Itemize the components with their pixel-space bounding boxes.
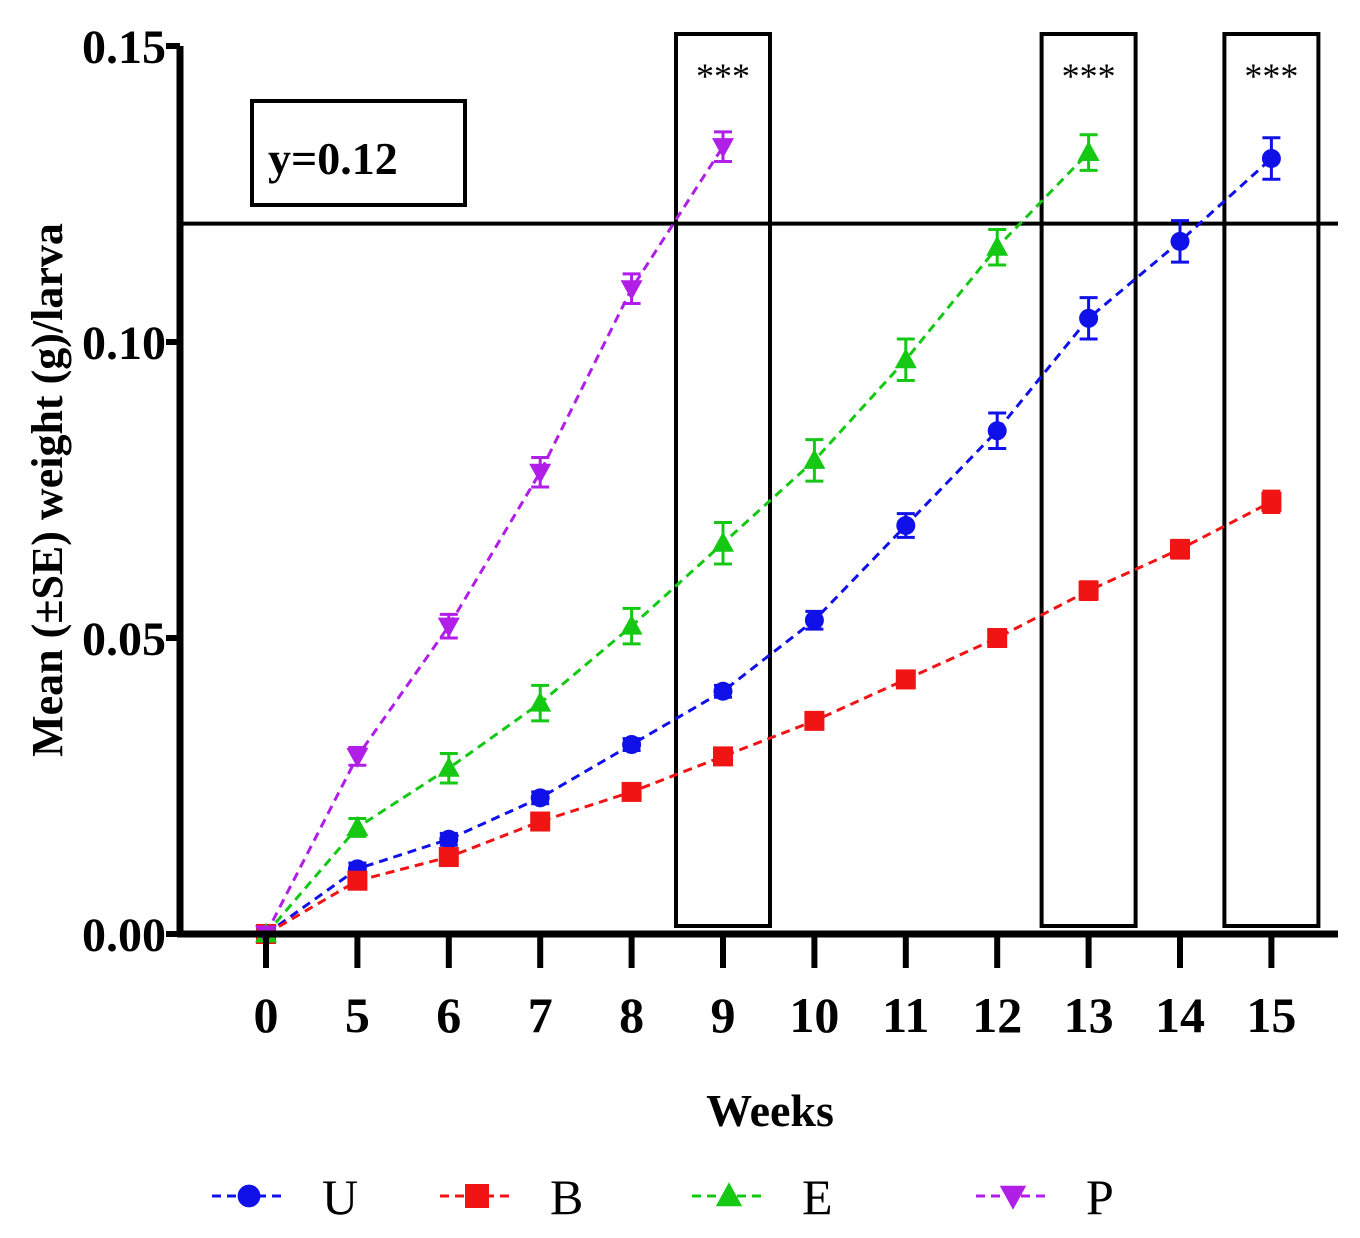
data-point — [530, 788, 550, 808]
legend-item-E: E — [692, 1169, 833, 1225]
x-tick-label: 9 — [711, 987, 736, 1043]
data-point — [1261, 491, 1282, 512]
data-point — [346, 815, 369, 836]
data-point — [438, 847, 459, 868]
data-point — [530, 811, 551, 832]
legend-item-B: B — [440, 1169, 583, 1225]
y-tick-label: 0.00 — [82, 909, 166, 962]
data-point — [986, 235, 1009, 256]
data-point — [621, 781, 642, 802]
x-tick-label: 0 — [254, 987, 279, 1043]
series-E — [255, 133, 1100, 943]
data-point — [622, 735, 642, 755]
data-point — [346, 747, 369, 768]
reference-layer: y=0.12 — [180, 99, 1338, 226]
reference-label: y=0.12 — [268, 133, 398, 184]
data-point — [895, 669, 916, 690]
data-point — [987, 628, 1008, 648]
series-layer — [255, 130, 1282, 946]
series-B — [256, 489, 1282, 944]
y-axis-title: Mean (±SE) weight (g)/larva — [23, 223, 72, 757]
significance-label: *** — [1244, 56, 1298, 96]
x-tick-label: 12 — [972, 987, 1022, 1043]
data-point — [896, 516, 916, 536]
data-point — [1170, 539, 1190, 560]
data-point — [804, 710, 825, 731]
data-point — [713, 681, 733, 701]
x-tick-label: 5 — [345, 987, 370, 1043]
legend-label: E — [802, 1169, 833, 1225]
legend-label: U — [322, 1169, 358, 1225]
data-point — [1170, 231, 1190, 251]
reference-label-box — [250, 99, 467, 207]
data-point — [529, 691, 552, 712]
y-tick-label: 0.10 — [82, 317, 166, 370]
significance-box — [674, 32, 772, 928]
data-point — [1077, 141, 1100, 162]
data-point — [620, 614, 643, 635]
significance-label: *** — [1062, 56, 1116, 96]
data-point — [713, 746, 733, 767]
legend-marker — [715, 1182, 743, 1207]
data-point — [437, 617, 460, 638]
data-point — [804, 610, 824, 630]
x-axis-title: Weeks — [706, 1085, 834, 1136]
significance-box — [1039, 32, 1138, 928]
data-point — [437, 756, 460, 777]
x-tick-label: 15 — [1246, 987, 1296, 1043]
series-P — [255, 130, 734, 946]
legend-item-U: U — [212, 1169, 358, 1225]
data-point — [803, 448, 826, 469]
x-tick-label: 7 — [528, 987, 553, 1043]
x-tick-label: 6 — [436, 987, 461, 1043]
data-point — [529, 463, 552, 484]
x-tick-label: 13 — [1064, 987, 1114, 1043]
x-tick-label: 8 — [619, 987, 644, 1043]
data-point — [712, 138, 734, 159]
y-tick-label: 0.15 — [82, 21, 166, 74]
legend-label: B — [550, 1169, 583, 1225]
series-line-P — [264, 145, 725, 935]
data-point — [620, 280, 643, 301]
significance-box — [1222, 32, 1321, 928]
significance-label: *** — [696, 56, 750, 96]
data-point — [712, 531, 734, 552]
data-point — [1261, 148, 1281, 168]
significance-layer: *** *** *** — [674, 32, 1321, 928]
x-tick-label: 14 — [1155, 987, 1205, 1043]
axes-layer: 0.00 0.05 0.10 0.15 0 5 6 7 8 9 10 11 12 13 14 15 Weeks M… — [23, 21, 1338, 1136]
data-point — [1078, 580, 1099, 601]
legend-marker — [465, 1184, 489, 1208]
y-tick-label: 0.05 — [82, 613, 166, 666]
data-point — [894, 348, 917, 369]
series-line-U — [265, 157, 1273, 936]
x-tick-label: 11 — [882, 987, 929, 1043]
data-point — [439, 829, 459, 849]
series-line-E — [264, 151, 1090, 935]
data-point — [987, 421, 1007, 441]
series-line-B — [265, 500, 1273, 936]
data-point — [1079, 308, 1099, 328]
legend-item-P: P — [976, 1169, 1114, 1225]
data-point — [347, 870, 368, 891]
x-tick-label: 10 — [789, 987, 839, 1043]
legend-marker — [999, 1185, 1027, 1210]
legend-label: P — [1086, 1169, 1114, 1225]
legend-marker — [237, 1184, 261, 1208]
